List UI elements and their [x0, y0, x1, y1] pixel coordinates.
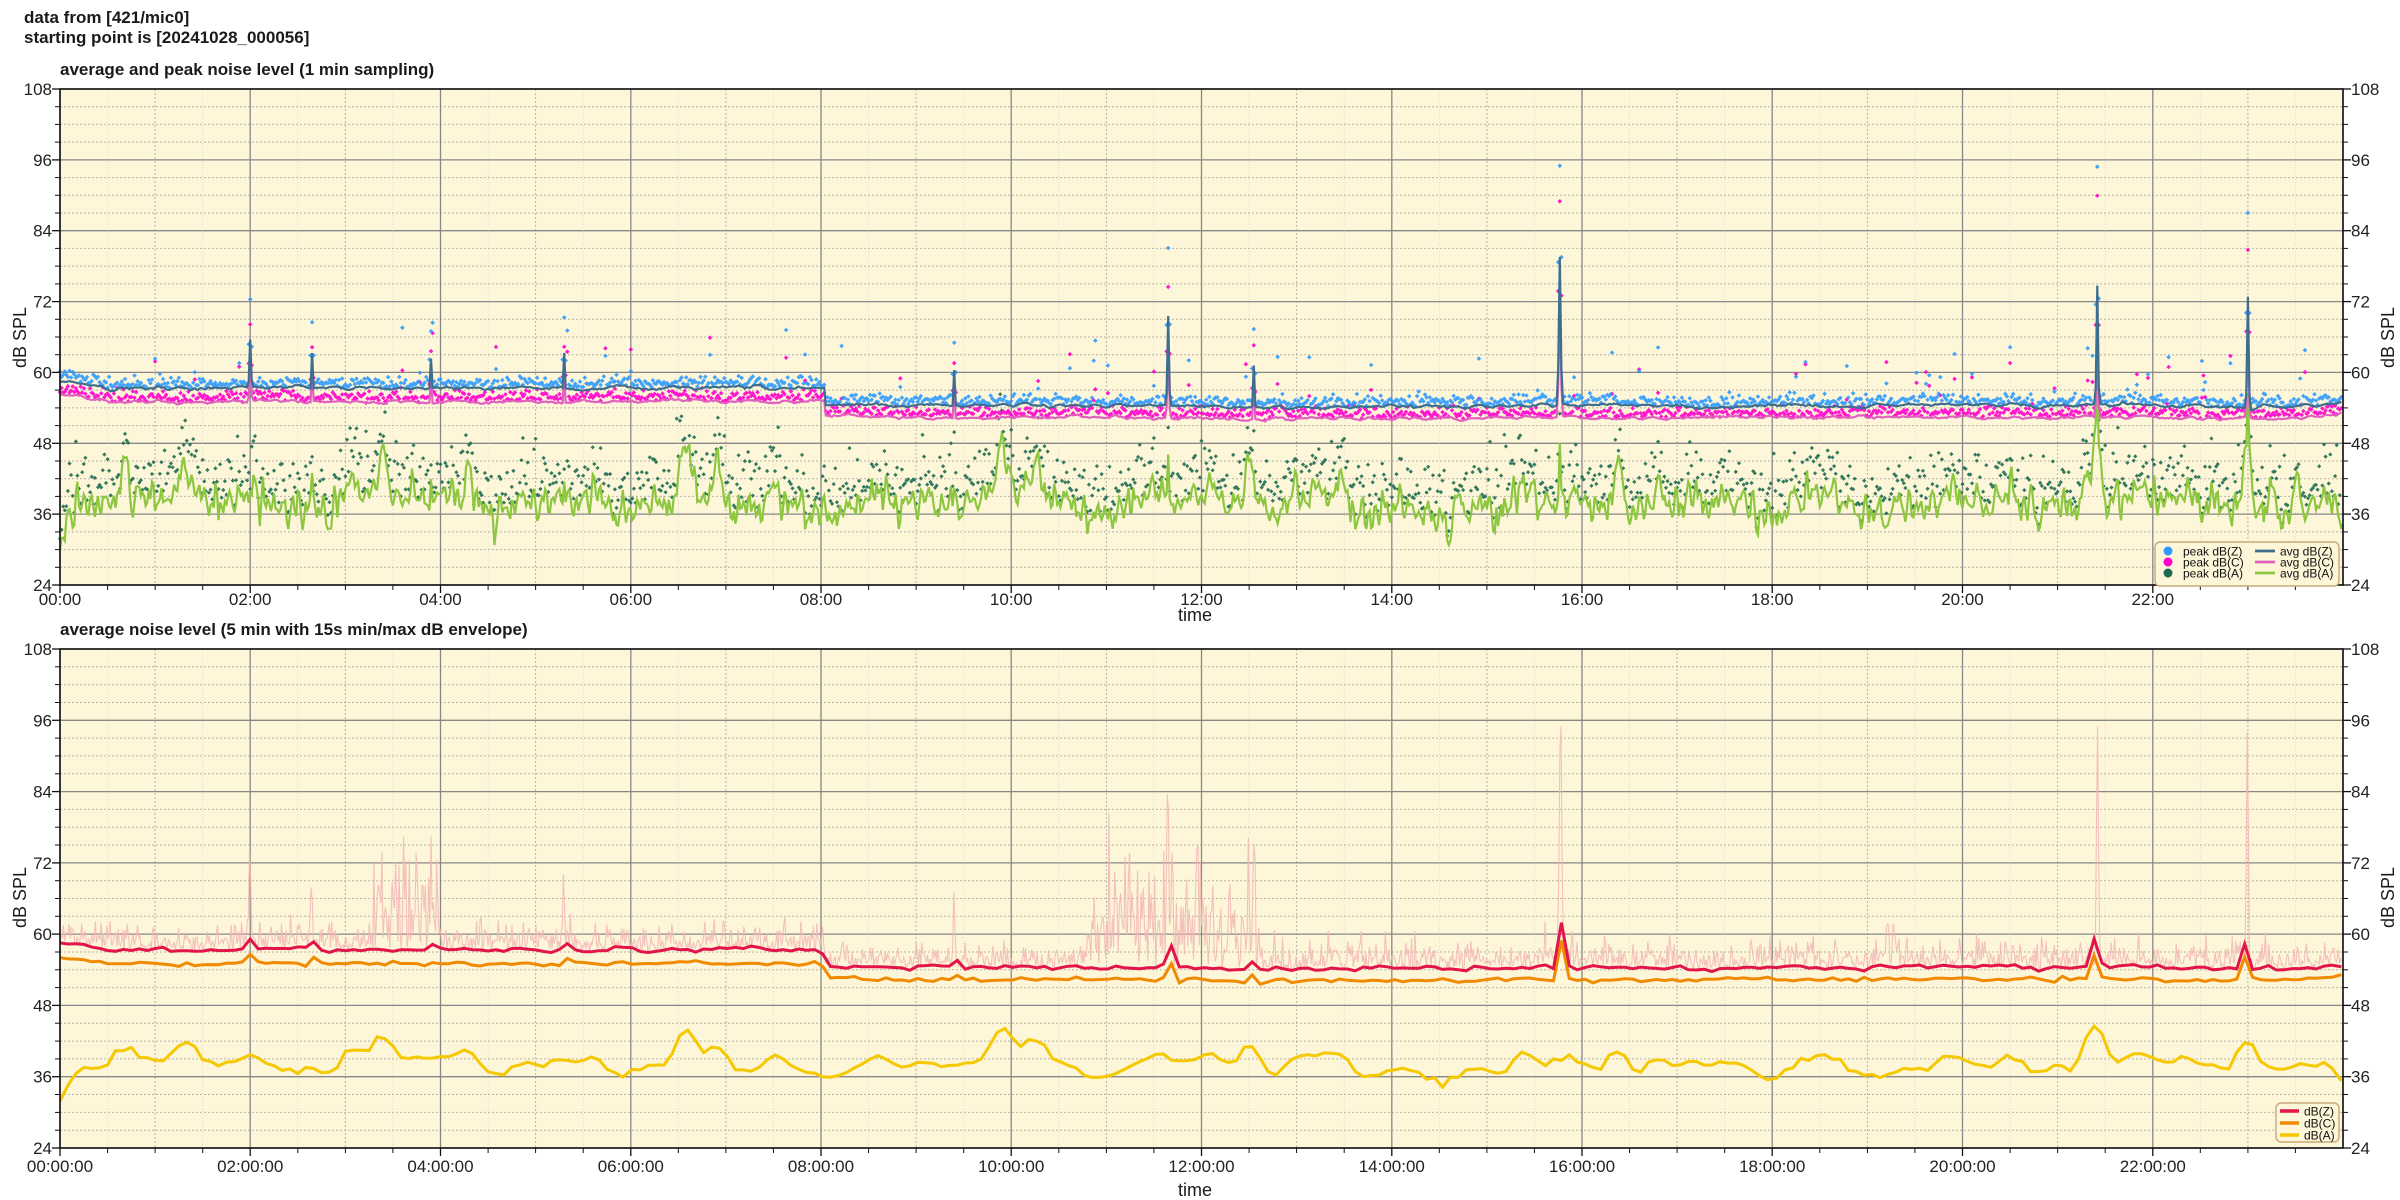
svg-text:48: 48	[33, 434, 52, 453]
svg-text:14:00:00: 14:00:00	[1359, 1157, 1425, 1176]
svg-text:10:00:00: 10:00:00	[978, 1157, 1044, 1176]
svg-text:60: 60	[33, 363, 52, 382]
svg-text:peak dB(A): peak dB(A)	[2183, 566, 2243, 580]
svg-text:84: 84	[2351, 222, 2370, 241]
svg-text:12:00:00: 12:00:00	[1168, 1157, 1234, 1176]
svg-text:36: 36	[2351, 1068, 2370, 1087]
svg-text:36: 36	[33, 505, 52, 524]
svg-text:dB(A): dB(A)	[2304, 1128, 2335, 1142]
svg-text:84: 84	[2351, 783, 2370, 802]
svg-text:24: 24	[2351, 1139, 2370, 1158]
svg-text:24: 24	[2351, 576, 2370, 595]
svg-text:108: 108	[2351, 80, 2379, 99]
svg-text:22:00:00: 22:00:00	[2120, 1157, 2186, 1176]
svg-text:08:00:00: 08:00:00	[788, 1157, 854, 1176]
svg-text:20:00:00: 20:00:00	[1929, 1157, 1995, 1176]
svg-text:00:00:00: 00:00:00	[27, 1157, 93, 1176]
svg-text:84: 84	[33, 222, 52, 241]
svg-text:60: 60	[2351, 925, 2370, 944]
svg-text:60: 60	[2351, 363, 2370, 382]
svg-text:36: 36	[2351, 505, 2370, 524]
svg-text:96: 96	[2351, 151, 2370, 170]
svg-text:96: 96	[33, 711, 52, 730]
svg-text:48: 48	[2351, 996, 2370, 1015]
svg-text:108: 108	[24, 80, 52, 99]
svg-text:06:00:00: 06:00:00	[598, 1157, 664, 1176]
svg-text:72: 72	[33, 293, 52, 312]
svg-text:72: 72	[2351, 293, 2370, 312]
svg-text:18:00:00: 18:00:00	[1739, 1157, 1805, 1176]
svg-text:24: 24	[33, 1139, 52, 1158]
svg-text:72: 72	[2351, 854, 2370, 873]
svg-text:04:00:00: 04:00:00	[407, 1157, 473, 1176]
svg-text:16:00:00: 16:00:00	[1549, 1157, 1615, 1176]
svg-text:84: 84	[33, 783, 52, 802]
svg-text:48: 48	[33, 996, 52, 1015]
svg-text:02:00:00: 02:00:00	[217, 1157, 283, 1176]
svg-text:avg dB(A): avg dB(A)	[2280, 566, 2333, 580]
svg-text:108: 108	[2351, 640, 2379, 659]
svg-text:48: 48	[2351, 434, 2370, 453]
svg-text:96: 96	[2351, 711, 2370, 730]
svg-text:108: 108	[24, 640, 52, 659]
svg-text:36: 36	[33, 1068, 52, 1087]
svg-text:72: 72	[33, 854, 52, 873]
svg-text:60: 60	[33, 925, 52, 944]
svg-text:96: 96	[33, 151, 52, 170]
